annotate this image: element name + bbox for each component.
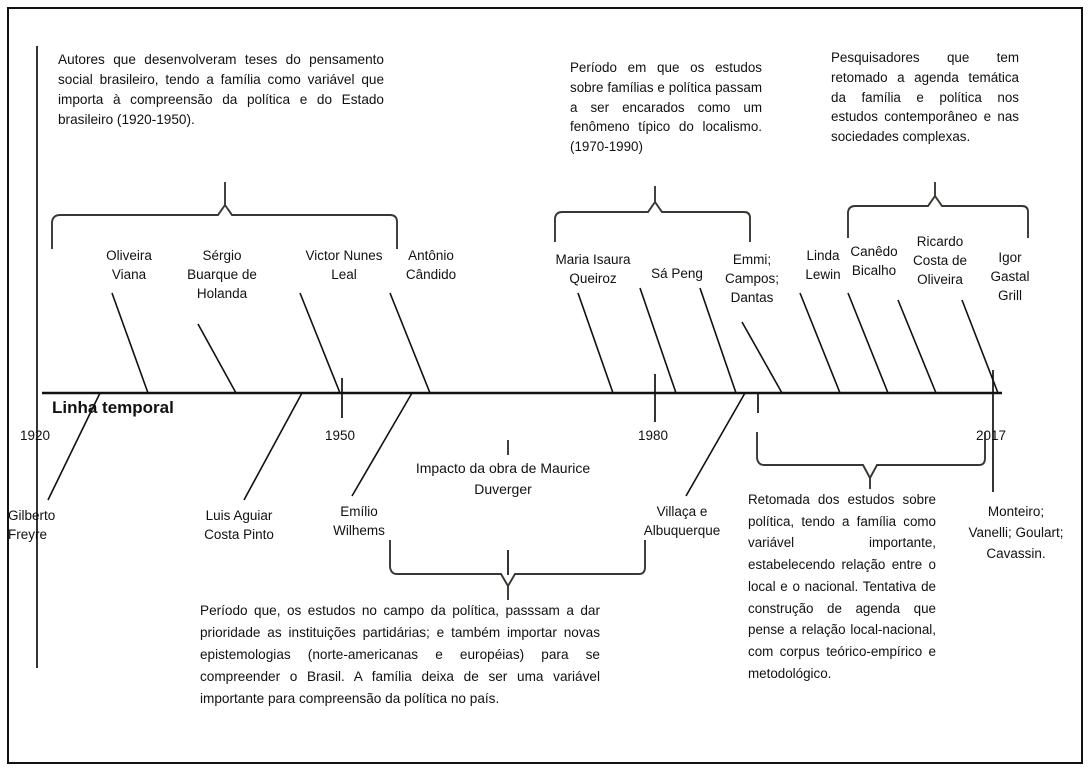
diagram-border — [7, 7, 1083, 764]
year-label-2017: 2017 — [976, 428, 1007, 443]
bottom-text-block-instituicoes-partidarias: Período que, os estudos no campo da polí… — [200, 603, 600, 707]
author-label-sa-peng: Sá Peng — [651, 266, 703, 281]
author-label-canedo-bicalho: Canêdo Bicalho — [850, 244, 898, 279]
top-text-block-1920-1950: Autores que desenvolveram teses do pensa… — [58, 52, 384, 128]
top-text-block-1970-1990: Período em que os estudos sobre famílias… — [570, 60, 762, 155]
author-label-emilio-wilhems: Emílio Wilhems — [333, 504, 385, 539]
year-label-1950: 1950 — [325, 428, 356, 443]
year-label-1980: 1980 — [638, 428, 669, 443]
author-label-victor-nunes-leal: Victor Nunes Leal — [305, 248, 383, 283]
author-label-antonio-candido: Antônio Cândido — [405, 248, 457, 283]
top-text-block-contemporaneo: Pesquisadores que tem retomado a agenda … — [831, 50, 1019, 145]
author-label-oliveira-viana: Oliveira Viana — [106, 248, 152, 283]
author-label-linda-lewin: Linda Lewin — [805, 248, 841, 283]
author-label-monteiro-vanelli-goulart-cavassin: Monteiro; Vanelli; Goulart; Cavassin. — [968, 504, 1064, 561]
author-label-emmi-campos-dantas: Emmi; Campos; Dantas — [724, 252, 780, 306]
author-label-sergio-buarque-de-holanda: Sérgio Buarque de Holanda — [187, 248, 257, 302]
annotation-impacto-duverger: Impacto da obra de Maurice Duverger — [415, 460, 591, 497]
author-label-luis-aguiar-costa-pinto: Luis Aguiar Costa Pinto — [204, 508, 274, 543]
year-label-1920: 1920 — [20, 428, 51, 443]
author-label-ricardo-costa-de-oliveira: Ricardo Costa de Oliveira — [912, 234, 968, 288]
bottom-text-block-retomada: Retomada dos estudos sobre política, ten… — [748, 492, 936, 681]
author-label-igor-gastal-grill: Igor Gastal Grill — [990, 250, 1030, 304]
author-label-villaca-e-albuquerque: Villaça e Albuquerque — [643, 504, 721, 539]
author-label-gilberto-freyre: Gilberto Freyre — [8, 508, 56, 543]
author-label-maria-isaura-queiroz: Maria Isaura Queiroz — [555, 252, 631, 287]
timeline-axis-label: Linha temporal — [52, 398, 174, 417]
